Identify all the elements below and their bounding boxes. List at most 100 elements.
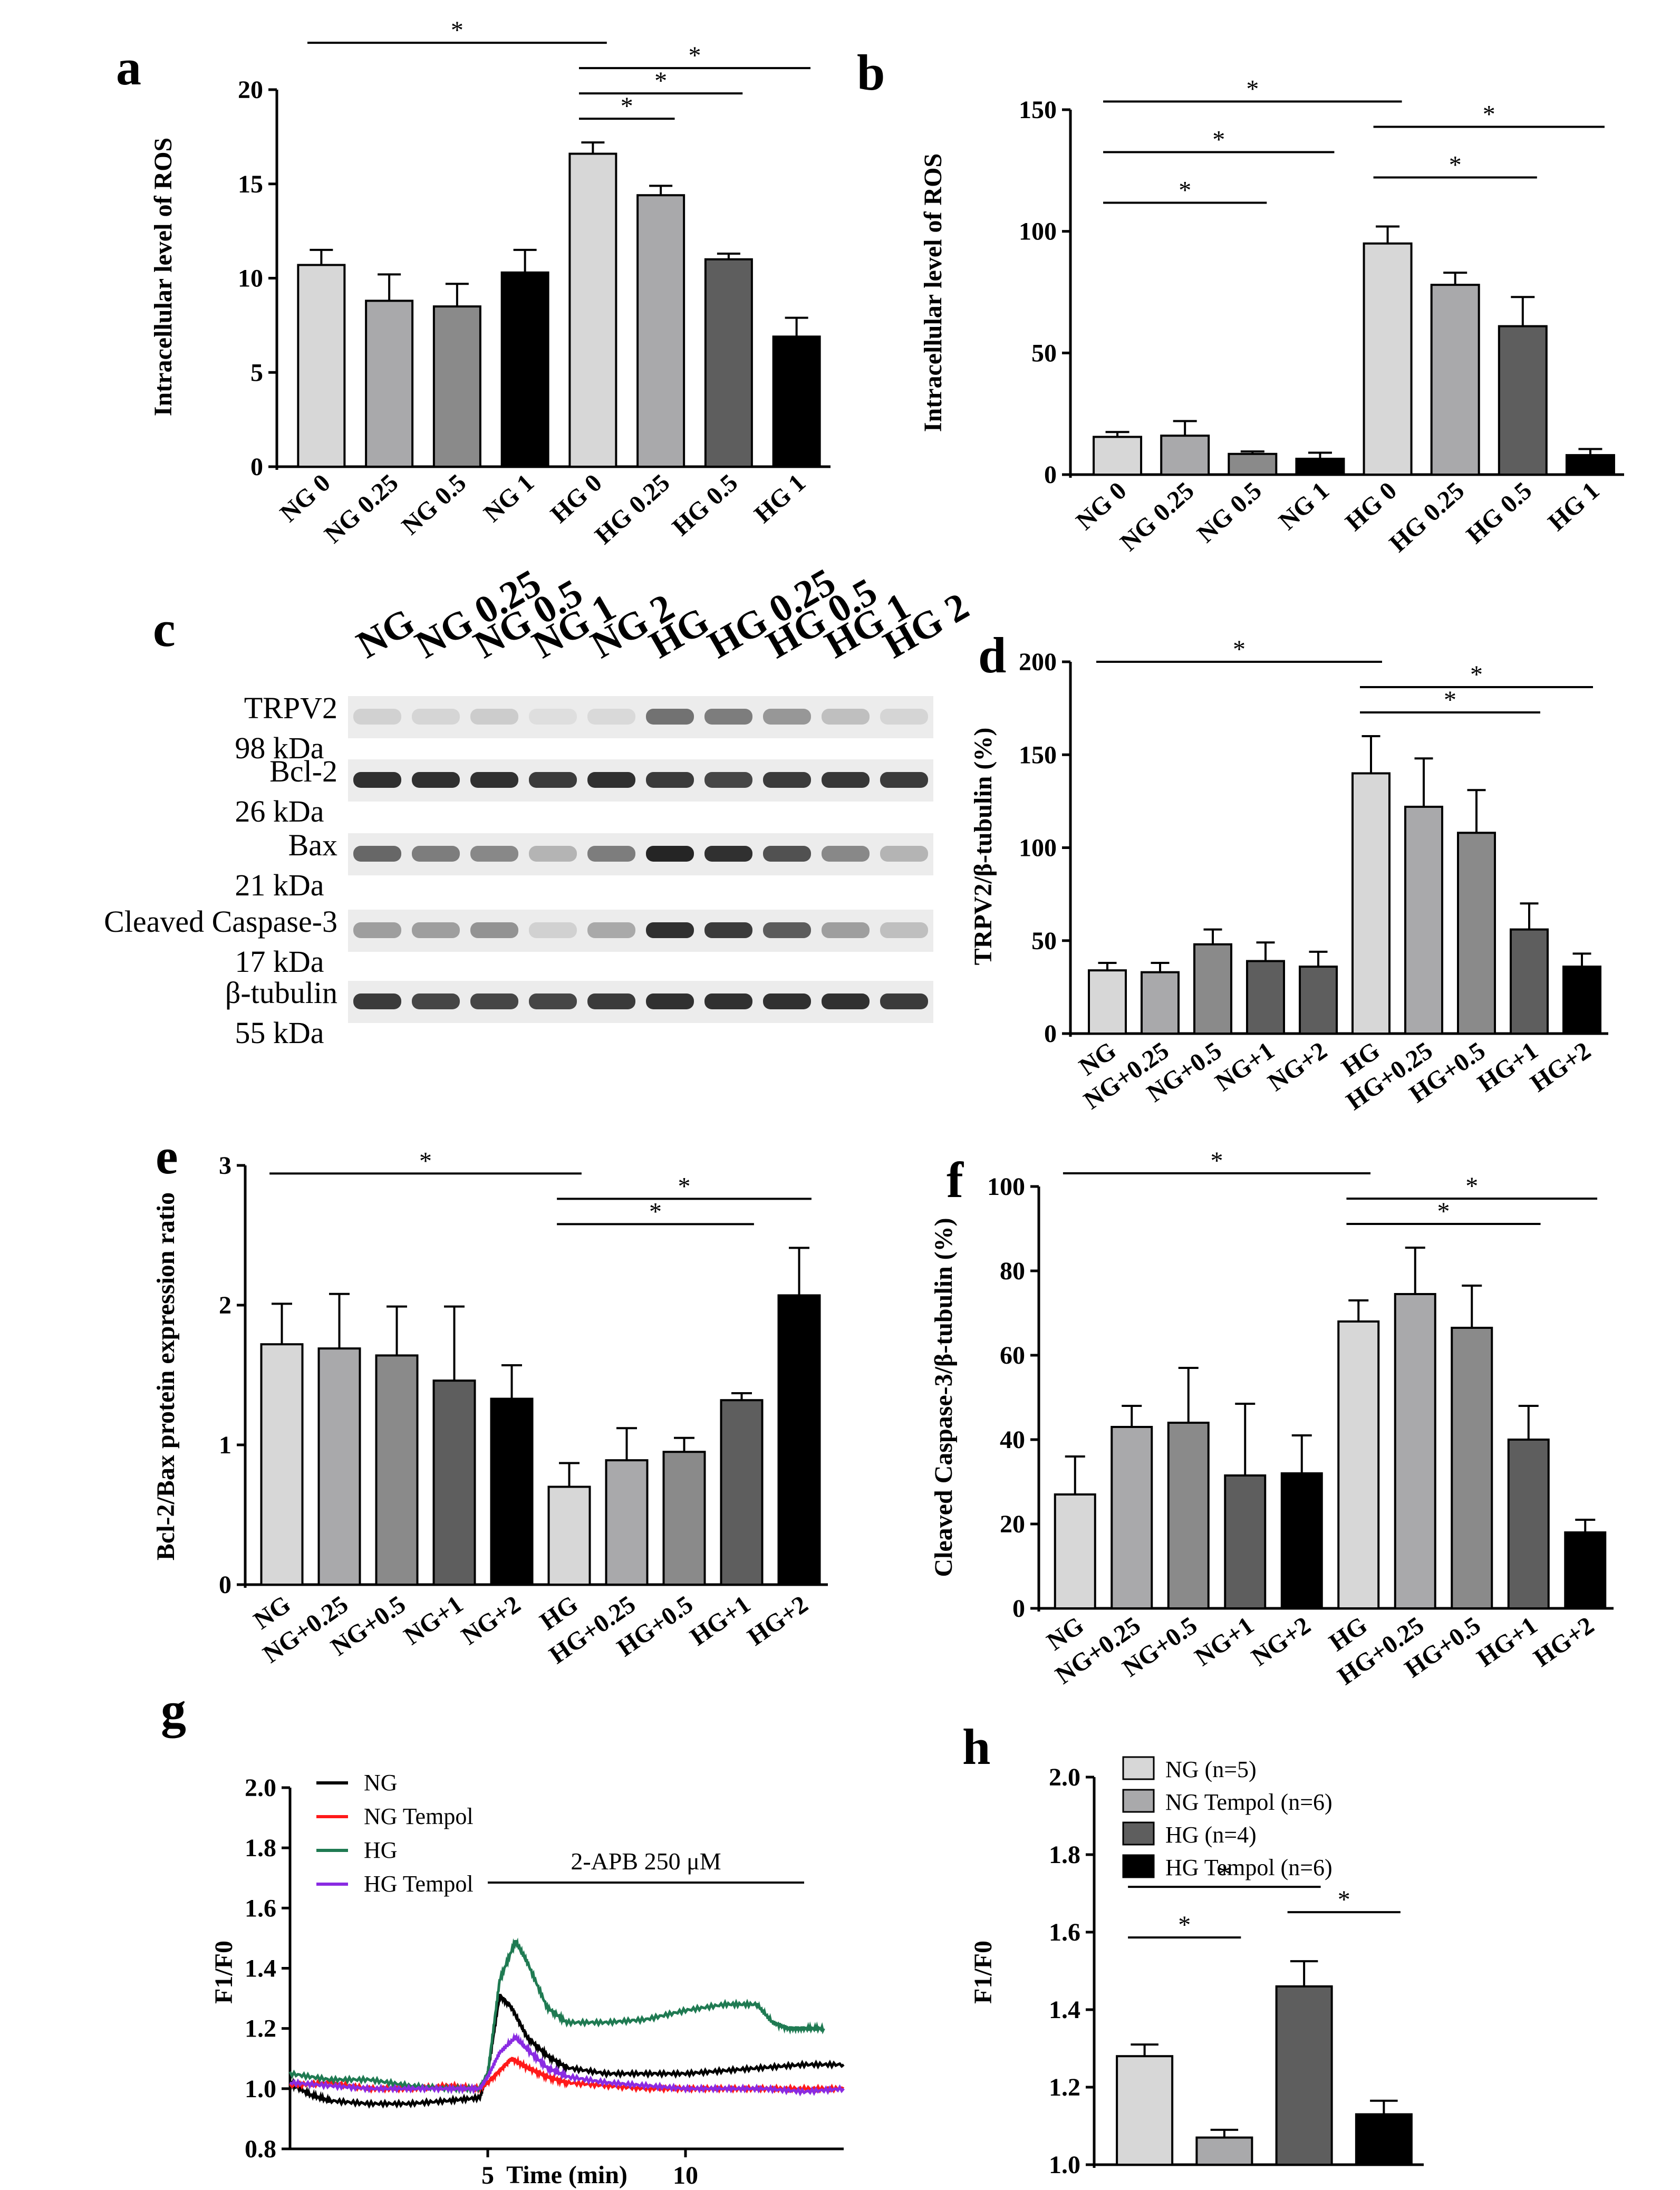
- bar: [1337, 1320, 1380, 1609]
- blot-band: [587, 846, 635, 862]
- blot-band: [646, 922, 694, 938]
- bar: [1299, 966, 1338, 1035]
- bar: [1111, 1426, 1153, 1609]
- kda-label: 26 kDa: [235, 794, 324, 828]
- bar: [1363, 242, 1413, 476]
- bar: [1228, 452, 1278, 476]
- blot-band: [763, 993, 811, 1009]
- significance-star: *: [1211, 1147, 1223, 1175]
- y-tick-label: 2.0: [1049, 1763, 1080, 1791]
- bar: [1394, 1293, 1436, 1609]
- y-tick-label: 1.8: [1049, 1841, 1080, 1869]
- bar: [1195, 2136, 1253, 2166]
- y-tick-label: 15: [238, 170, 263, 198]
- bar: [1246, 960, 1285, 1035]
- significance-star: *: [1212, 126, 1225, 153]
- bar: [1507, 1439, 1550, 1609]
- y-tick-label: 0: [219, 1571, 231, 1599]
- significance-star: *: [1437, 1198, 1450, 1226]
- bar: [260, 1343, 304, 1586]
- panel-label-h: h: [962, 1719, 990, 1775]
- blot-band: [587, 772, 635, 788]
- blot-band: [763, 772, 811, 788]
- y-tick-label: 1.4: [1049, 1996, 1080, 2024]
- x-tick-label: HG 1: [749, 469, 811, 528]
- protein-label: Bcl-2: [269, 754, 337, 788]
- bar: [432, 1379, 476, 1586]
- bar: [1160, 435, 1210, 476]
- blot-band: [412, 993, 460, 1009]
- blot-band: [470, 709, 518, 725]
- bar: [1224, 1474, 1267, 1609]
- y-tick-label: 50: [1031, 339, 1057, 367]
- legend-label: HG: [364, 1837, 398, 1863]
- significance-star: *: [419, 1147, 432, 1175]
- blot-band: [763, 709, 811, 725]
- x-tick-label: HG 0: [1340, 477, 1402, 536]
- bar: [1193, 943, 1232, 1035]
- x-tick-label: HG 1: [1543, 477, 1605, 536]
- bar: [1457, 832, 1496, 1035]
- y-tick-label: 150: [1019, 96, 1057, 124]
- panel-label-g: g: [161, 1682, 186, 1738]
- y-tick-label: 1.4: [245, 1955, 276, 1983]
- blot-band: [646, 709, 694, 725]
- y-tick-label: 1: [219, 1431, 231, 1459]
- x-tick-label: NG 1: [1273, 477, 1335, 536]
- bar: [1275, 1985, 1333, 2166]
- x-tick-label: HG+2: [742, 1590, 813, 1652]
- bar: [1562, 966, 1601, 1035]
- significance-star: *: [1444, 686, 1456, 714]
- significance-star: *: [649, 1198, 662, 1226]
- bar: [1054, 1493, 1096, 1609]
- y-tick-label: 3: [219, 1152, 231, 1180]
- blot-band: [646, 772, 694, 788]
- protein-label: TRPV2: [244, 691, 337, 725]
- y-tick-label: 40: [1000, 1426, 1025, 1454]
- x-tick-label: NG 0.5: [397, 469, 471, 541]
- blot-band: [529, 709, 577, 725]
- significance-star: *: [1449, 151, 1462, 179]
- x-tick-label: NG+2: [1263, 1037, 1332, 1097]
- bar: [1451, 1327, 1493, 1609]
- y-tick-label: 20: [1000, 1510, 1025, 1538]
- blot-band: [880, 846, 928, 862]
- bar: [1167, 1422, 1210, 1609]
- blot-band: [470, 922, 518, 938]
- bar: [1404, 805, 1443, 1035]
- y-tick-label: 1.2: [1049, 2073, 1080, 2101]
- protein-label: β-tubulin: [225, 976, 337, 1010]
- blot-band: [470, 772, 518, 788]
- blot-band: [529, 993, 577, 1009]
- bar: [1093, 436, 1143, 476]
- chart-h: 1.0 1.2 1.4 1.6 1.8 2.0 F1/F0 * * * NG (n=5) NG Tem…: [969, 1756, 1424, 2179]
- kda-label: 21 kDa: [235, 868, 324, 902]
- blot-band: [880, 772, 928, 788]
- y-axis-label: F1/F0: [210, 1941, 238, 2004]
- bar: [1088, 969, 1127, 1035]
- y-tick-label: 50: [1031, 927, 1057, 955]
- blot-band: [704, 709, 752, 725]
- blot-band: [587, 922, 635, 938]
- x-tick-label: 10: [673, 2162, 698, 2189]
- bar: [636, 194, 685, 468]
- y-tick-label: 0: [1044, 461, 1057, 489]
- y-axis-label: Intracellular level of ROS: [149, 138, 177, 416]
- kda-label: 55 kDa: [235, 1016, 324, 1050]
- blot-band: [529, 922, 577, 938]
- legend-label: NG (n=5): [1165, 1757, 1257, 1782]
- bar: [1498, 325, 1548, 476]
- bar: [568, 152, 617, 468]
- significance-star: *: [1483, 100, 1495, 128]
- kda-label: 98 kDa: [235, 731, 324, 765]
- trace-line: [289, 1993, 845, 2109]
- x-tick-label: NG 0.5: [1192, 477, 1267, 548]
- blot-band: [412, 709, 460, 725]
- significance-star: *: [1465, 1172, 1478, 1200]
- significance-star: *: [1338, 1886, 1350, 1914]
- panel-label-b: b: [857, 44, 885, 101]
- x-tick-label: NG 0: [1071, 477, 1132, 536]
- x-tick-label: HG+1: [685, 1590, 756, 1652]
- x-tick-label: HG+1: [1472, 1612, 1542, 1673]
